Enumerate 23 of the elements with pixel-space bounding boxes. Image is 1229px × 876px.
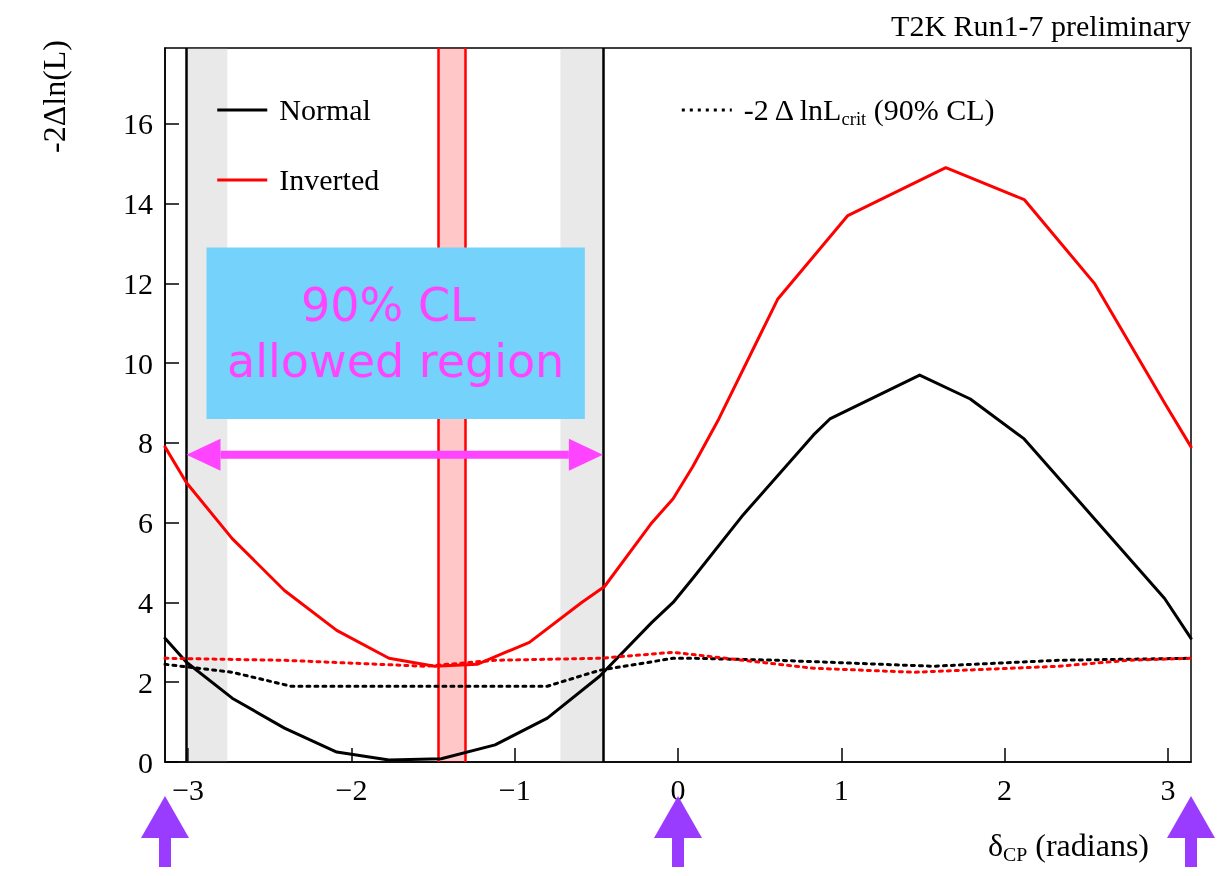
annotation: 90% CL allowed region — [227, 278, 565, 389]
y-tick-label: 10 — [123, 346, 153, 380]
legend-label: Normal — [279, 93, 371, 126]
y-tick-label: 0 — [138, 745, 153, 779]
y-tick-label: 12 — [123, 266, 153, 300]
text: T2K Run1-7 preliminary — [891, 8, 1192, 42]
y-tick-label: 14 — [123, 187, 153, 221]
y-tick-label: 4 — [138, 585, 153, 619]
x-tick-label: −2 — [335, 772, 368, 806]
x-tick-label: 2 — [997, 772, 1013, 806]
legend-label: -2 Δ lnL$_{crit}$ (90% CL) — [743, 93, 995, 129]
y-axis-title: -2Δln(L) — [36, 40, 72, 153]
x-tick-label: 0 — [670, 772, 686, 806]
y-tick-label: 16 — [123, 107, 153, 141]
x-tick-label: 3 — [1160, 772, 1176, 806]
y-tick-label: 2 — [138, 665, 153, 699]
legend-label: Inverted — [279, 163, 380, 196]
y-tick-label: 6 — [138, 506, 153, 540]
x-axis-title: δ$_{CP}$ (radians) — [987, 827, 1149, 865]
x-tick-label: −1 — [498, 772, 531, 806]
x-tick-label: −3 — [172, 772, 205, 806]
y-tick-label: 8 — [138, 426, 153, 460]
x-tick-label: 1 — [833, 772, 849, 806]
